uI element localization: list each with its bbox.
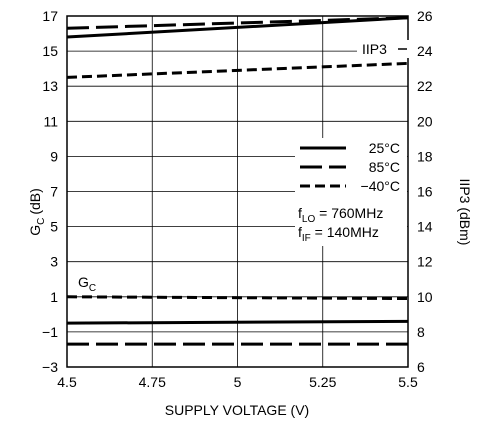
y-left-tick-label: 5 [50,219,58,235]
y-right-axis-title: IIP3 (dBm) [457,179,473,246]
x-tick-label: 4.5 [57,374,77,390]
y-right-tick-label: 16 [417,184,433,200]
legend: 25°C 85°C −40°C [295,138,407,246]
x-tick-labels: 4.5 4.75 5 5.25 5.5 [57,374,418,390]
x-tick-label: 5.5 [398,374,418,390]
y-right-tick-label: 26 [417,8,433,24]
gc-label: GC [78,274,96,294]
iip3-line-short-dash [66,61,409,79]
y-left-tick-label: 17 [42,8,58,24]
y-right-tick-labels: 26 24 22 20 18 16 14 12 10 8 6 [417,8,433,375]
iip3-annotation: IIP3 [357,40,409,58]
legend-background [295,138,407,246]
y-right-tick-label: 22 [417,78,433,94]
y-left-tick-label: 3 [50,254,58,270]
y-left-tick-label: 15 [42,43,58,59]
series-lines [66,16,409,346]
condition-text: fIF = 140MHz [298,224,379,244]
y-right-tick-label: 6 [417,359,425,375]
legend-label: 85°C [369,159,400,175]
y-left-tick-label: −1 [42,324,58,340]
gc-line-short-dash [66,295,409,301]
y-left-tick-label: −3 [42,359,58,375]
y-right-tick-label: 14 [417,219,433,235]
grid [67,16,408,367]
condition-text: fLO = 760MHz [298,205,383,225]
y-left-axis-title: GC(dB) [27,188,47,236]
legend-label: 25°C [369,140,400,156]
y-left-tick-label: 11 [43,113,58,129]
y-right-tick-label: 18 [417,148,433,164]
y-right-tick-label: 24 [417,43,433,59]
iip3-label: IIP3 [362,41,387,57]
y-right-tick-label: 20 [417,113,433,129]
x-tick-label: 5.25 [309,374,336,390]
plot-frame [66,15,409,368]
gc-line-solid [66,319,409,325]
x-tick-label: 5 [234,374,242,390]
x-tick-label: 4.75 [139,374,166,390]
y-right-tick-label: 10 [417,289,433,305]
y-left-tick-label: 13 [42,78,58,94]
y-left-tick-label: 9 [50,148,58,164]
y-right-tick-label: 12 [417,254,433,270]
y-left-tick-labels: 17 15 13 11 9 7 5 3 1 −1 −3 [42,8,58,375]
y-left-tick-label: 1 [50,289,58,305]
iip3-line-solid [66,16,409,39]
y-right-tick-label: 8 [417,324,425,340]
legend-label: −40°C [361,178,400,194]
x-axis-title: SUPPLY VOLTAGE (V) [165,402,309,418]
y-left-tick-label: 7 [50,184,58,200]
